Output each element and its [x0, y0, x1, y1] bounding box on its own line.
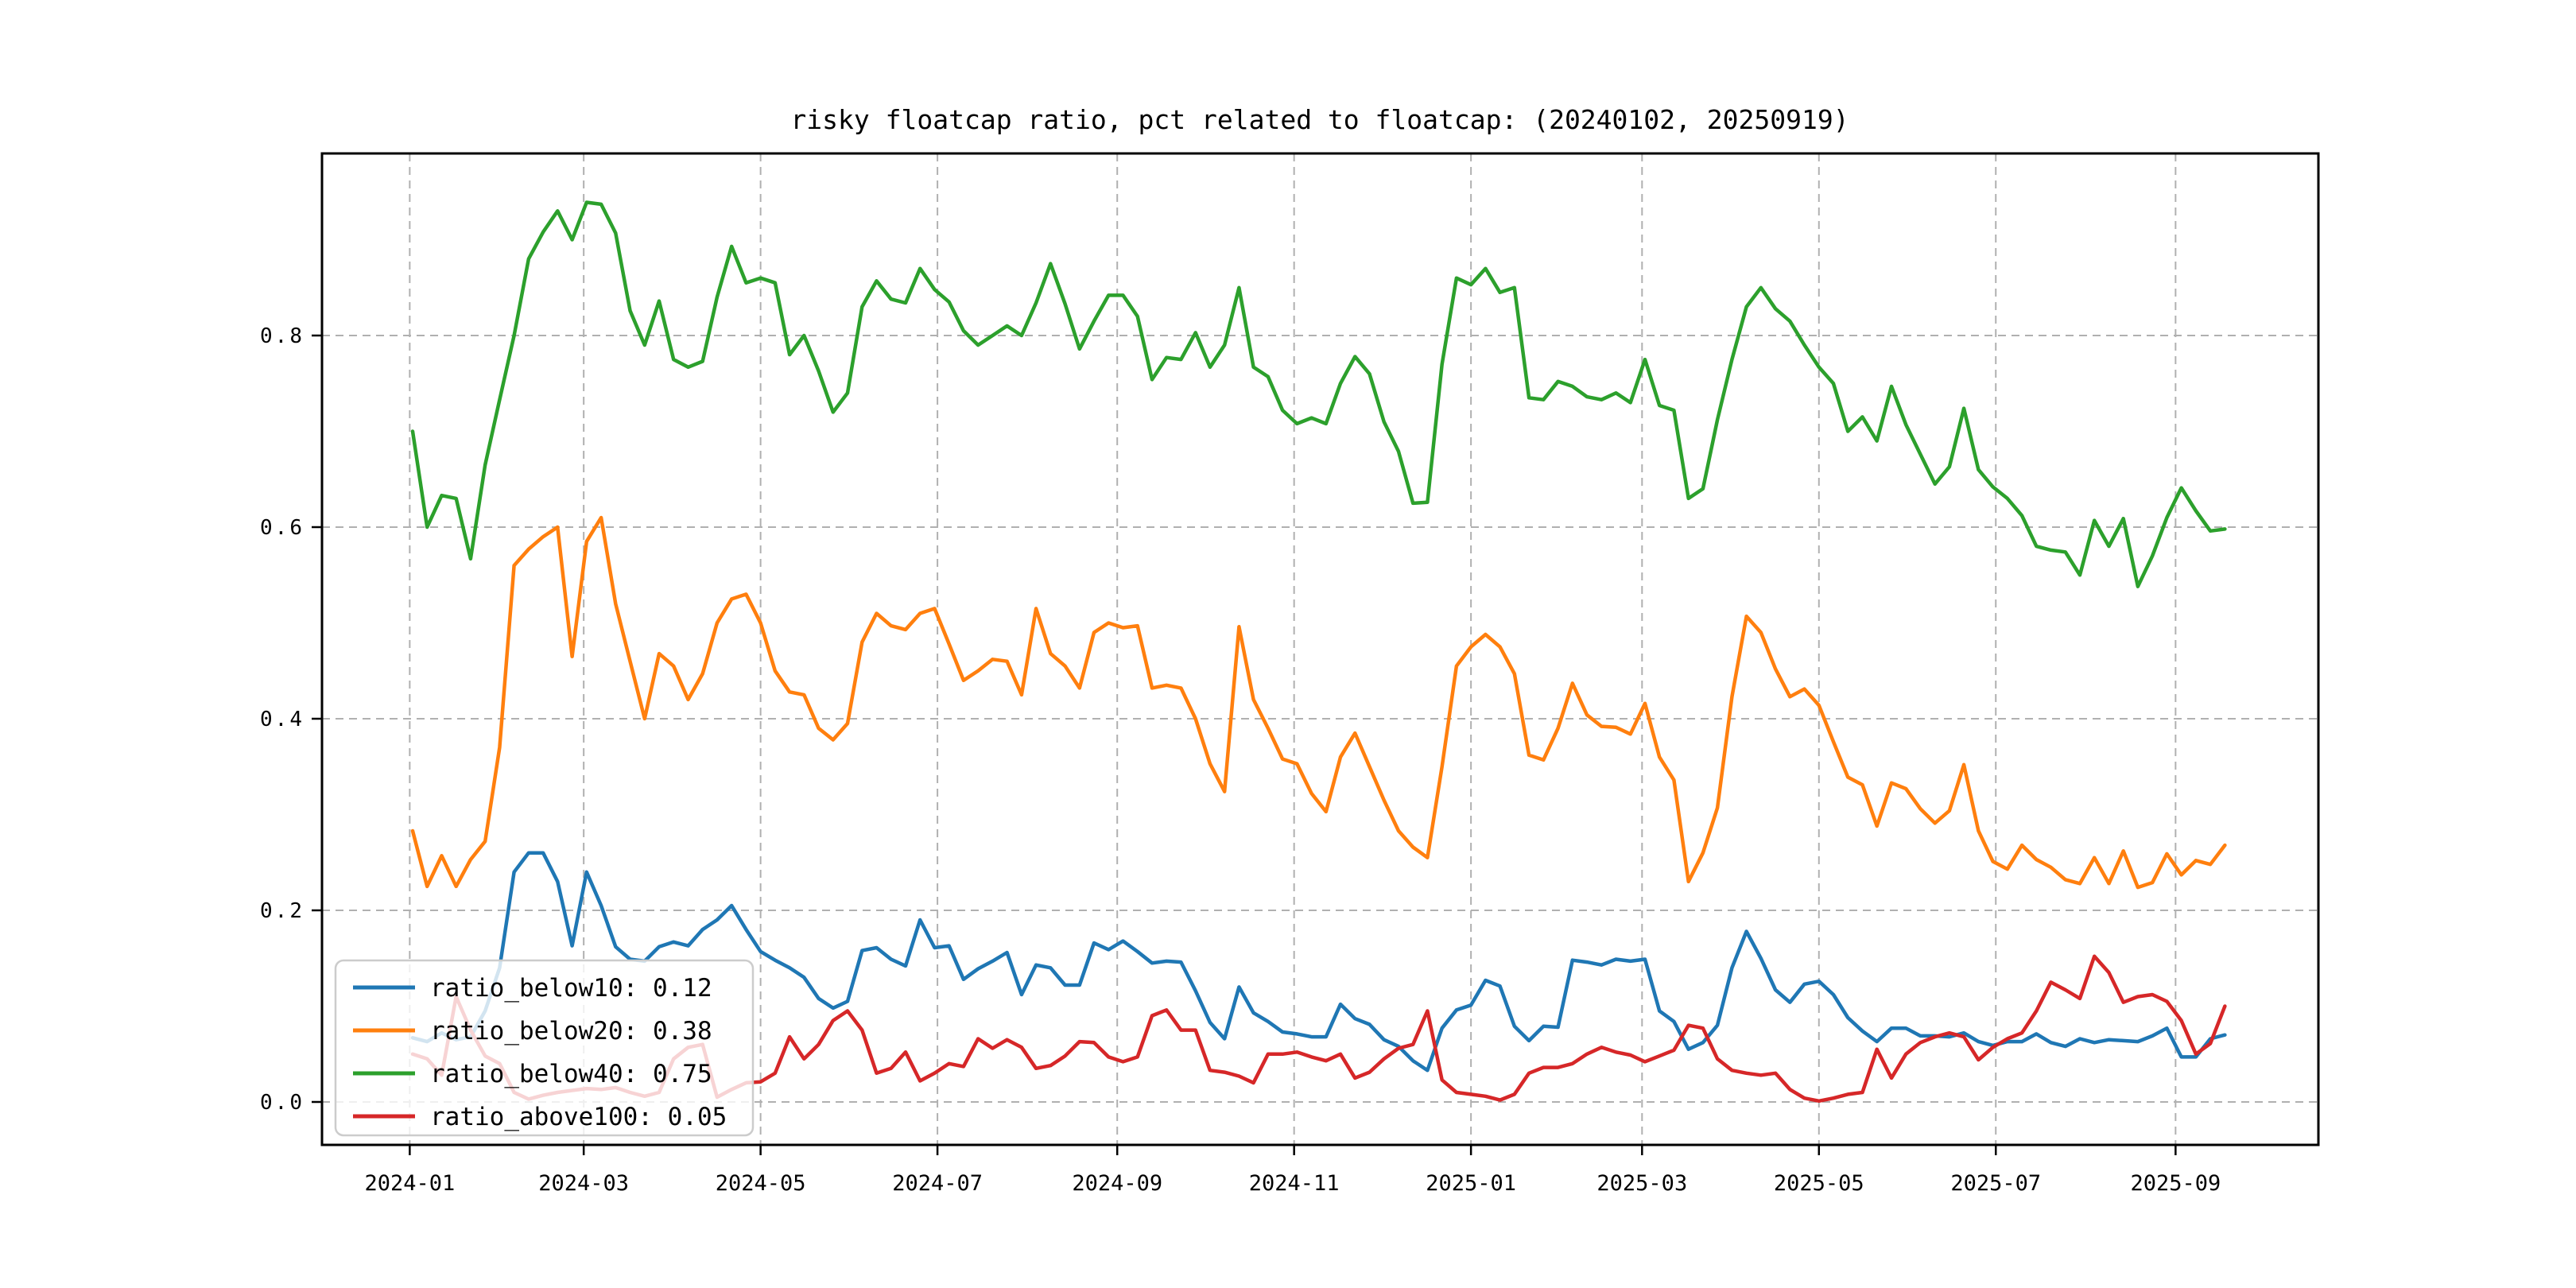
- x-tick-label: 2024-03: [538, 1171, 629, 1196]
- legend-label-ratio_above100: ratio_above100: 0.05: [430, 1103, 727, 1131]
- legend-label-ratio_below20: ratio_below20: 0.38: [430, 1017, 712, 1046]
- x-tick-label: 2024-09: [1072, 1171, 1162, 1196]
- y-tick-label: 0.8: [260, 324, 305, 348]
- y-tick-label: 0.4: [260, 708, 305, 731]
- x-tick-label: 2024-01: [364, 1171, 455, 1196]
- x-tick-label: 2025-03: [1596, 1171, 1687, 1196]
- x-tick-label: 2025-07: [1950, 1171, 2041, 1196]
- series-line-ratio_below20: [410, 515, 2227, 890]
- x-tick-label: 2025-09: [2130, 1171, 2221, 1196]
- x-tick-label: 2025-01: [1426, 1171, 1516, 1196]
- chart-title: risky floatcap ratio, pct related to flo…: [790, 104, 1849, 135]
- y-tick-label: 0.0: [260, 1091, 305, 1115]
- x-tick-label: 2024-11: [1249, 1171, 1340, 1196]
- y-tick-labels: 0.0 0.2 0.4 0.6 0.8: [260, 324, 305, 1115]
- axis-ticks: [312, 334, 2177, 1155]
- legend-box: [334, 959, 755, 1137]
- plot-area-border: [320, 152, 2320, 1146]
- legend: ratio_below10: 0.12 ratio_below20: 0.38 …: [334, 959, 755, 1137]
- series-line-ratio_below40: [410, 200, 2227, 588]
- legend-label-ratio_below10: ratio_below10: 0.12: [430, 974, 712, 1003]
- x-tick-label: 2024-07: [892, 1171, 983, 1196]
- x-tick-label: 2025-05: [1774, 1171, 1864, 1196]
- y-tick-label: 0.6: [260, 516, 305, 540]
- series-line-ratio_below10: [410, 851, 2227, 1073]
- x-tick-labels: 2024-01 2024-03 2024-05 2024-07 2024-09 2024-…: [364, 1171, 2221, 1196]
- y-tick-label: 0.2: [260, 899, 305, 923]
- legend-label-ratio_below40: ratio_below40: 0.75: [430, 1060, 712, 1088]
- x-tick-label: 2024-05: [716, 1171, 806, 1196]
